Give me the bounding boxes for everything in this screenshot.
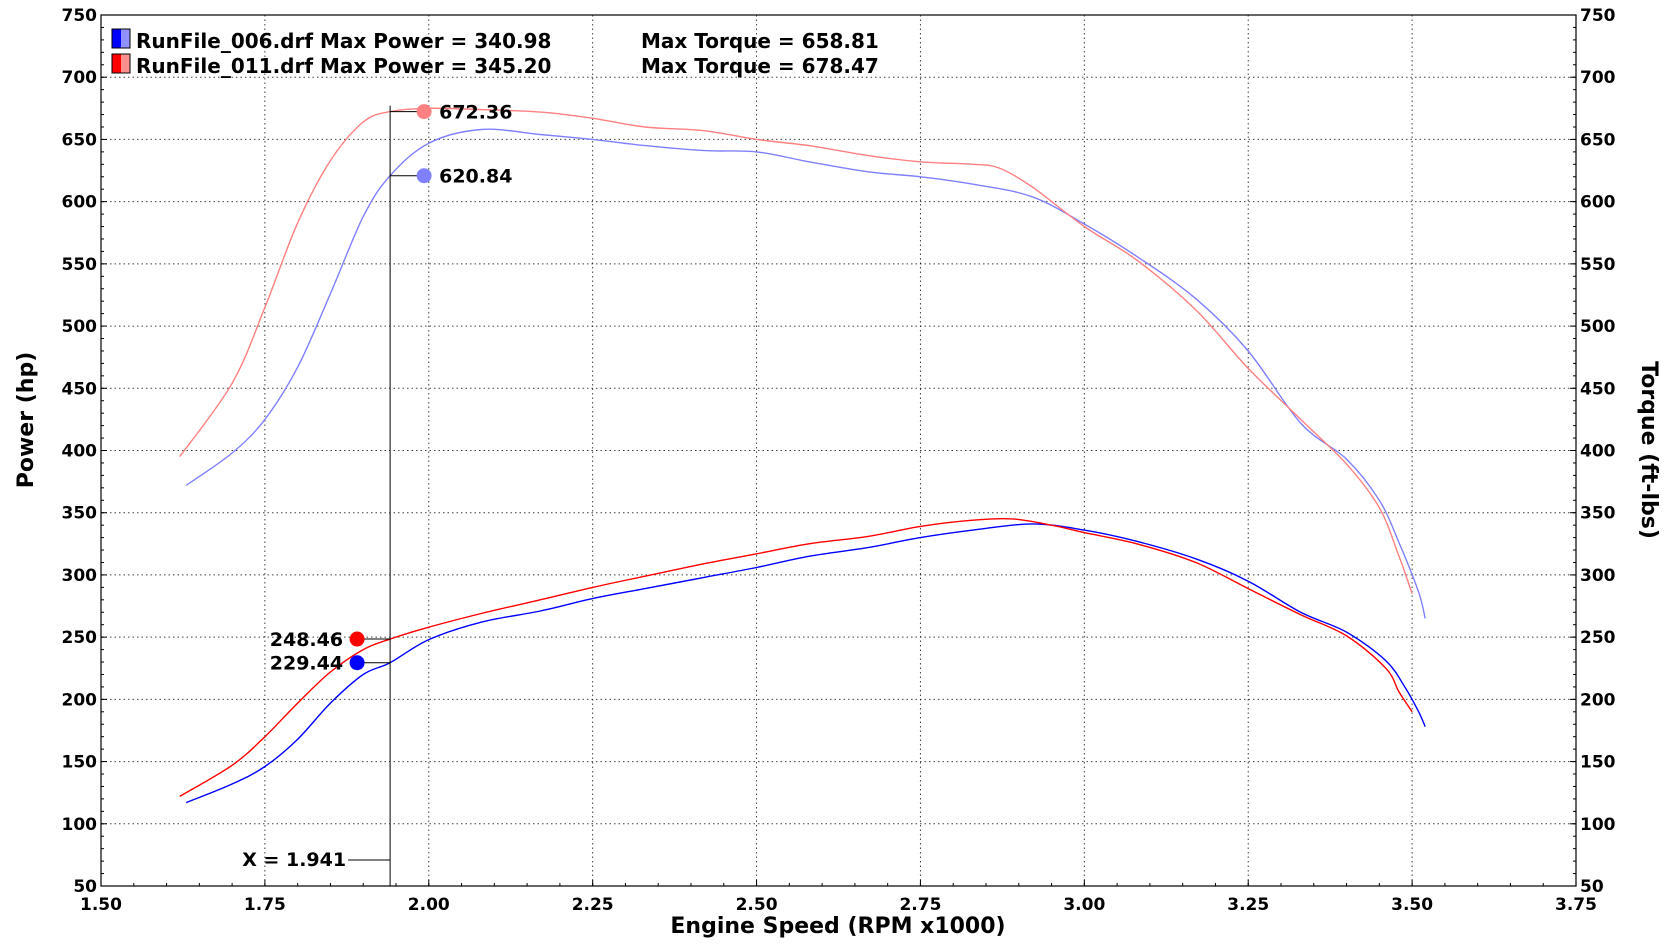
y-right-tick-label: 600	[1580, 193, 1616, 213]
y-left-tick-label: 450	[62, 379, 98, 399]
y-left-tick-label: 700	[62, 68, 98, 88]
x-tick-label: 1.50	[80, 895, 122, 915]
cursor-x-label: X = 1.941	[242, 849, 346, 871]
y-right-tick-label: 450	[1580, 379, 1616, 399]
series-line-4	[179, 107, 1413, 594]
y-right-tick-label: 150	[1580, 753, 1616, 773]
y-left-tick-label: 600	[62, 193, 98, 213]
cursor-marker	[416, 168, 432, 184]
y-left-tick-label: 150	[62, 753, 98, 773]
y-left-tick-label: 550	[62, 255, 98, 275]
x-tick-label: 2.00	[408, 895, 450, 915]
legend-swatch-light	[121, 54, 130, 73]
x-tick-label: 2.25	[572, 895, 614, 915]
y-left-tick-label: 50	[73, 877, 97, 897]
y-right-tick-label: 250	[1580, 628, 1616, 648]
x-tick-label: 2.75	[899, 895, 941, 915]
y-right-tick-label: 750	[1580, 6, 1616, 26]
legend-label: RunFile_006.drf Max Power = 340.98	[136, 29, 551, 53]
y-right-tick-label: 650	[1580, 130, 1616, 150]
y-right-tick-label: 700	[1580, 68, 1616, 88]
y-right-tick-label: 200	[1580, 690, 1616, 710]
cursor-value-label: 229.44	[270, 653, 343, 675]
y-right-tick-label: 100	[1580, 815, 1616, 835]
y-left-tick-label: 350	[62, 504, 98, 524]
series-line-1	[185, 523, 1426, 804]
y-left-tick-label: 650	[62, 130, 98, 150]
y-left-tick-label: 400	[62, 442, 98, 462]
legend: RunFile_006.drf Max Power = 340.98 Max To…	[111, 28, 879, 78]
legend-max-torque: Max Torque = 678.47	[641, 54, 879, 78]
series-line-3	[185, 128, 1426, 619]
cursor-marker	[416, 104, 432, 120]
y-right-tick-label: 50	[1580, 877, 1604, 897]
legend-swatch-border	[111, 28, 131, 49]
legend-label: RunFile_011.drf Max Power = 345.20	[136, 54, 551, 78]
y-left-tick-label: 250	[62, 628, 98, 648]
legend-swatch-dark	[112, 29, 121, 48]
x-tick-label: 3.50	[1391, 895, 1433, 915]
series-layer	[179, 107, 1426, 804]
x-tick-label: 3.75	[1555, 895, 1597, 915]
x-tick-label: 3.25	[1227, 895, 1269, 915]
cursor-value-label: 248.46	[270, 629, 343, 651]
grid-layer	[101, 15, 1576, 886]
legend-swatch-light	[121, 29, 130, 48]
y-right-tick-label: 500	[1580, 317, 1616, 337]
y-left-tick-label: 500	[62, 317, 98, 337]
cursor-value-label: 672.36	[439, 102, 512, 124]
x-tick-label: 2.50	[736, 895, 778, 915]
legend-max-torque: Max Torque = 658.81	[641, 29, 879, 53]
y-right-tick-label: 400	[1580, 442, 1616, 462]
cursor-value-label: 620.84	[439, 166, 512, 188]
y-axis-right-title: Torque (ft-lbs)	[1636, 361, 1661, 539]
y-axis-left-title: Power (hp)	[14, 352, 39, 489]
cursor-marker	[349, 631, 365, 647]
x-tick-label: 3.00	[1063, 895, 1105, 915]
tick-layer: 1.50 1.75 2.00 2.25 2.50 2.75 3.00 3.25 3.50 3.75…	[62, 6, 1616, 915]
legend-swatch-dark	[112, 54, 121, 73]
cursor-marker	[349, 655, 365, 671]
x-axis-title: Engine Speed (RPM x1000)	[670, 914, 1005, 939]
y-left-tick-label: 100	[62, 815, 98, 835]
y-right-tick-label: 300	[1580, 566, 1616, 586]
y-left-tick-label: 300	[62, 566, 98, 586]
y-right-tick-label: 550	[1580, 255, 1616, 275]
y-left-tick-label: 750	[62, 6, 98, 26]
y-right-tick-label: 350	[1580, 504, 1616, 524]
series-line-2	[179, 517, 1413, 798]
y-left-tick-label: 200	[62, 690, 98, 710]
legend-swatch-border	[111, 53, 131, 74]
x-tick-label: 1.75	[244, 895, 286, 915]
